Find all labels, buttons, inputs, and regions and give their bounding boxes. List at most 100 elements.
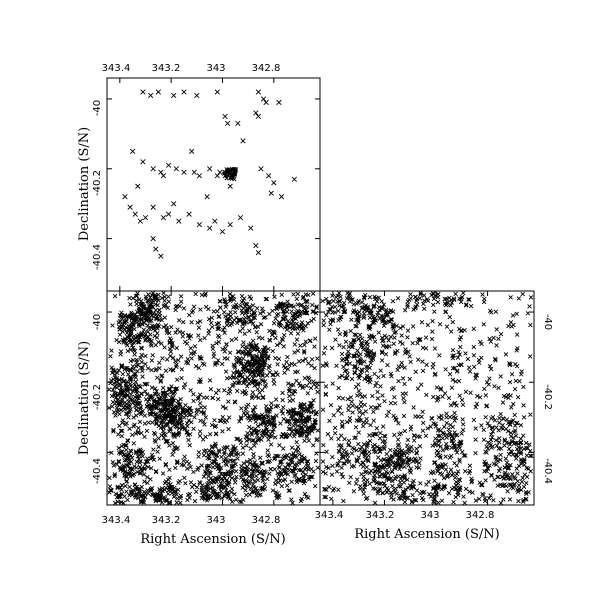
- bl-point-1912: [292, 389, 298, 394]
- bl-point-1766: [217, 474, 222, 479]
- bl-point-2368: [214, 465, 219, 470]
- bl-point-2210: [252, 443, 257, 448]
- br-point-109: [384, 451, 389, 457]
- tl-point-64: [240, 138, 246, 144]
- bl-point-2317: [251, 378, 256, 384]
- bl-point-2598: [164, 423, 170, 428]
- bl-point-934: [232, 480, 238, 485]
- bl-point-724: [153, 469, 159, 474]
- bl-point-2467: [142, 495, 148, 500]
- bl-point-1246: [293, 369, 298, 375]
- br-point-1397: [349, 376, 355, 382]
- bl-point-2369: [176, 357, 181, 363]
- br-point-1254: [498, 452, 503, 458]
- bl-point-1755: [199, 409, 204, 415]
- bl-point-795: [289, 303, 294, 308]
- br-point-1438: [521, 415, 527, 420]
- br-point-860: [402, 381, 407, 387]
- bl-point-419: [202, 422, 207, 427]
- br-point-1106: [375, 389, 380, 395]
- tl-point-47: [196, 222, 203, 228]
- bl-point-759: [262, 482, 267, 487]
- bl-point-2180: [279, 459, 284, 464]
- bl-point-662: [157, 360, 162, 365]
- bl-point-2364: [230, 469, 236, 474]
- bl-point-1066: [167, 443, 172, 448]
- bl-point-1891: [242, 483, 247, 489]
- bl-point-571: [152, 432, 158, 437]
- bl-point-2565: [223, 299, 229, 305]
- bl-point-1339: [220, 478, 225, 483]
- br-point-959: [384, 413, 390, 418]
- bl-point-1296: [134, 301, 139, 307]
- bl-point-107: [123, 483, 128, 489]
- tl-point-52: [237, 215, 244, 221]
- bl-point-1369: [299, 459, 305, 464]
- br-point-864: [408, 359, 413, 365]
- br-point-1272: [441, 475, 447, 481]
- panel-bottom-right-points: [320, 290, 534, 506]
- br-point-605: [504, 460, 510, 465]
- br-point-1158: [335, 408, 341, 413]
- bl-point-2581: [256, 349, 262, 354]
- br-point-293: [359, 336, 365, 341]
- bl-point-1640: [166, 294, 171, 299]
- bl-point-1322: [227, 386, 232, 392]
- br-point-338: [339, 465, 344, 471]
- bl-point-911: [106, 405, 112, 411]
- bl-point-1410: [213, 423, 219, 429]
- br-point-215: [525, 311, 531, 316]
- bl-point-2569: [240, 374, 245, 380]
- br-point-266: [328, 402, 334, 408]
- br-point-1428: [396, 378, 401, 384]
- bl-point-1875: [156, 392, 161, 397]
- bl-point-2341: [241, 305, 246, 311]
- br-point-880: [421, 293, 427, 298]
- br-point-527: [510, 313, 516, 318]
- br-point-454: [358, 400, 364, 405]
- bl-point-1393: [175, 327, 180, 332]
- br-point-1411: [424, 362, 429, 368]
- bl-point-2256: [299, 425, 304, 430]
- bl-point-2588: [138, 404, 143, 410]
- bl-point-763: [247, 328, 252, 334]
- bl-point-1928: [197, 429, 203, 434]
- bl-point-2539: [134, 390, 140, 396]
- bl-point-756: [285, 408, 291, 414]
- br-point-912: [492, 477, 497, 482]
- bl-point-1333: [166, 299, 172, 304]
- bl-point-2499: [138, 467, 144, 472]
- bl-point-2426: [246, 377, 252, 382]
- br-point-1136: [337, 331, 343, 337]
- bl-point-2294: [134, 320, 140, 325]
- br-point-401: [415, 341, 420, 346]
- bl-point-1922: [132, 394, 138, 400]
- bl-point-2121: [244, 384, 250, 389]
- br-point-1468: [417, 460, 422, 466]
- br-point-688: [345, 396, 351, 402]
- bl-point-1830: [124, 447, 129, 453]
- br-point-736: [519, 479, 525, 485]
- bl-point-2285: [113, 368, 118, 374]
- bl-point-2208: [135, 362, 141, 368]
- br-point-247: [377, 402, 382, 408]
- br-point-633: [339, 351, 345, 357]
- bl-point-2336: [230, 375, 236, 380]
- br-point-189: [447, 314, 453, 320]
- bl-point-1170: [144, 428, 150, 434]
- bl-point-2023: [172, 415, 178, 420]
- tl-point-clump-37: [230, 167, 235, 173]
- tl-point-4: [181, 89, 187, 95]
- bl-point-2360: [175, 421, 180, 426]
- bl-point-2528: [307, 474, 312, 480]
- tl-point-34: [268, 190, 274, 196]
- bl-point-1854: [226, 495, 231, 500]
- bl-point-311: [276, 356, 282, 362]
- bl-point-2495: [138, 498, 144, 503]
- br-point-731: [345, 349, 351, 354]
- tl-point-56: [158, 253, 164, 259]
- br-point-114: [337, 405, 343, 410]
- bl-point-2530: [287, 388, 292, 393]
- bl-point-1121: [194, 484, 200, 490]
- tl-point-61: [171, 201, 177, 207]
